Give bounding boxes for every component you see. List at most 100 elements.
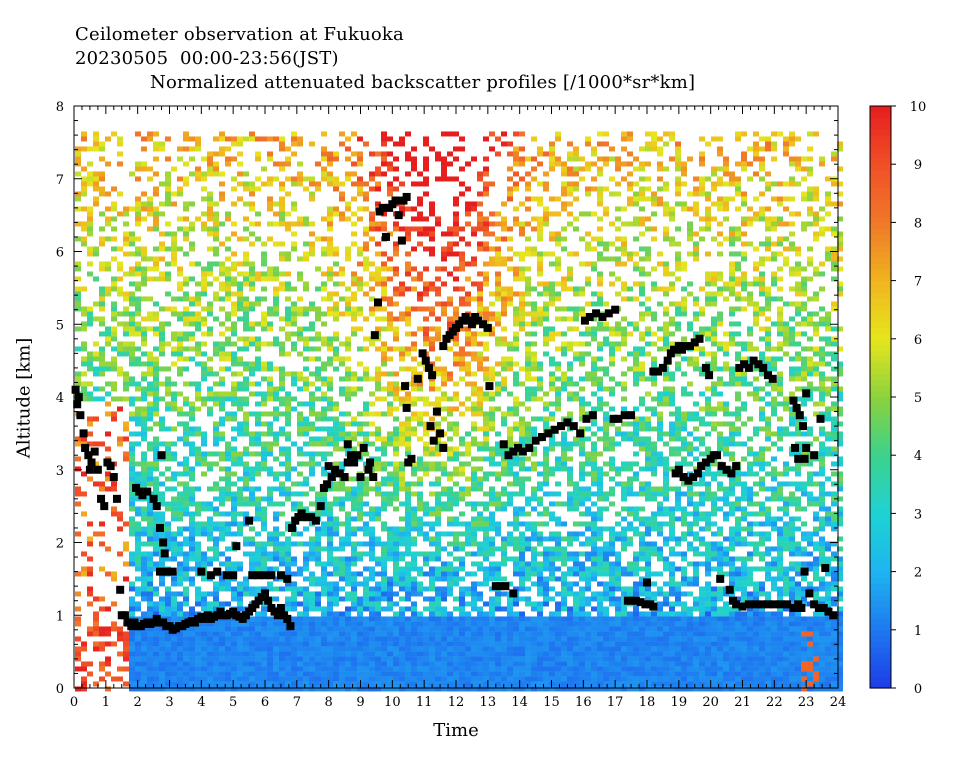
colorbar-segment xyxy=(870,525,891,532)
colorbar-segment xyxy=(870,228,891,235)
x-tick-label: 9 xyxy=(356,695,364,710)
cloud-base-point xyxy=(550,425,559,434)
x-tick-label: 20 xyxy=(702,695,719,710)
colorbar-segment xyxy=(870,315,891,322)
colorbar: 0 1 2 3 4 5 6 7 8 9 10 xyxy=(869,100,927,697)
colorbar-segment xyxy=(870,135,891,142)
colorbar-segment xyxy=(870,618,891,625)
cloud-base-point xyxy=(229,571,238,580)
cloud-base-point xyxy=(346,451,355,460)
cloud-base-point xyxy=(783,600,792,609)
cloud-base-point xyxy=(426,422,435,431)
cloud-base-point xyxy=(248,571,257,580)
colorbar-tick-label: 10 xyxy=(910,100,927,115)
x-tick-label: 5 xyxy=(229,695,237,710)
x-tick-label: 12 xyxy=(448,695,465,710)
x-tick-label: 2 xyxy=(134,695,142,710)
colorbar-tick-label: 1 xyxy=(914,624,922,639)
cloud-base-point xyxy=(254,571,263,580)
cloud-base-point xyxy=(627,411,636,420)
colorbar-segment xyxy=(870,257,891,264)
cloud-base-point xyxy=(168,567,177,576)
colorbar-segment xyxy=(870,653,891,660)
cloud-base-point xyxy=(518,447,527,456)
cloud-base-point xyxy=(679,473,688,482)
cloud-base-point xyxy=(407,454,416,463)
colorbar-segment xyxy=(870,431,891,439)
cloud-base-point xyxy=(467,320,476,329)
x-tick-label: 22 xyxy=(766,695,783,710)
colorbar-segment xyxy=(870,379,891,386)
cloud-base-point xyxy=(155,567,164,576)
cloud-base-point xyxy=(658,363,667,372)
colorbar-segment xyxy=(870,123,891,130)
cloud-base-point xyxy=(356,473,365,482)
colorbar-segment xyxy=(870,402,891,410)
cloud-base-point xyxy=(370,331,379,340)
cloud-base-point xyxy=(725,585,734,594)
colorbar-tick-label: 5 xyxy=(914,391,922,406)
cloud-base-point xyxy=(557,422,566,431)
colorbar-segment xyxy=(870,571,891,579)
colorbar-segment xyxy=(870,466,891,474)
y-tick-label: 4 xyxy=(56,391,64,406)
cloud-base-point xyxy=(810,451,819,460)
colorbar-segment xyxy=(870,461,891,468)
colorbar-tick-label: 3 xyxy=(914,507,922,522)
x-tick-label: 14 xyxy=(511,695,528,710)
cloud-base-point xyxy=(479,320,488,329)
cloud-base-point xyxy=(588,411,597,420)
chart-title-line-2: 20230505 00:00-23:56(JST) xyxy=(75,48,339,69)
cloud-base-point xyxy=(795,411,804,420)
cloud-base-point xyxy=(749,356,758,365)
cloud-base-point xyxy=(631,596,640,605)
colorbar-segment xyxy=(870,292,891,299)
colorbar-segment xyxy=(870,554,891,561)
cloud-base-point xyxy=(722,465,731,474)
cloud-base-point xyxy=(87,458,96,467)
x-tick-label: 15 xyxy=(543,695,560,710)
cloud-base-point xyxy=(705,371,714,380)
colorbar-segment xyxy=(870,251,891,258)
colorbar-segment xyxy=(870,210,891,218)
colorbar-segment xyxy=(870,181,891,189)
x-tick-label: 18 xyxy=(639,695,656,710)
colorbar-segment xyxy=(870,536,891,544)
y-axis-label: Altitude [km] xyxy=(13,337,35,459)
colorbar-segment xyxy=(870,676,891,683)
x-tick-label: 1 xyxy=(102,695,110,710)
colorbar-segment xyxy=(870,443,891,450)
cloud-base-point xyxy=(709,451,718,460)
colorbar-segment xyxy=(870,362,891,369)
colorbar-segment xyxy=(870,437,891,445)
colorbar-segment xyxy=(870,129,891,136)
cloud-base-point xyxy=(643,578,651,587)
cloud-base-point xyxy=(768,374,777,383)
cloud-base-point xyxy=(816,414,825,423)
colorbar-segment xyxy=(870,548,891,555)
colorbar-segment xyxy=(870,455,891,462)
colorbar-segment xyxy=(870,373,891,381)
cloud-base-point xyxy=(614,414,623,423)
cloud-base-point xyxy=(402,403,411,412)
colorbar-segment xyxy=(870,216,891,223)
cloud-base-point xyxy=(73,400,82,409)
cloud-base-point xyxy=(789,396,798,405)
cloud-base-point xyxy=(604,309,613,318)
cloud-base-points xyxy=(71,192,838,634)
colorbar-tick-label: 4 xyxy=(914,449,922,464)
cloud-base-point xyxy=(504,451,513,460)
cloud-base-point xyxy=(112,494,121,503)
cloud-base-point xyxy=(116,585,125,594)
colorbar-segment xyxy=(870,612,891,619)
cloud-base-point xyxy=(740,360,749,369)
colorbar-segment xyxy=(870,239,891,247)
x-tick-label: 10 xyxy=(384,695,401,710)
x-tick-label: 24 xyxy=(830,695,847,710)
cloud-base-point xyxy=(418,349,427,358)
colorbar-segment xyxy=(870,303,891,311)
cloud-base-point xyxy=(316,502,325,511)
cloud-base-point xyxy=(582,414,591,423)
cloud-base-point xyxy=(776,600,785,609)
cloud-base-point xyxy=(802,443,811,452)
